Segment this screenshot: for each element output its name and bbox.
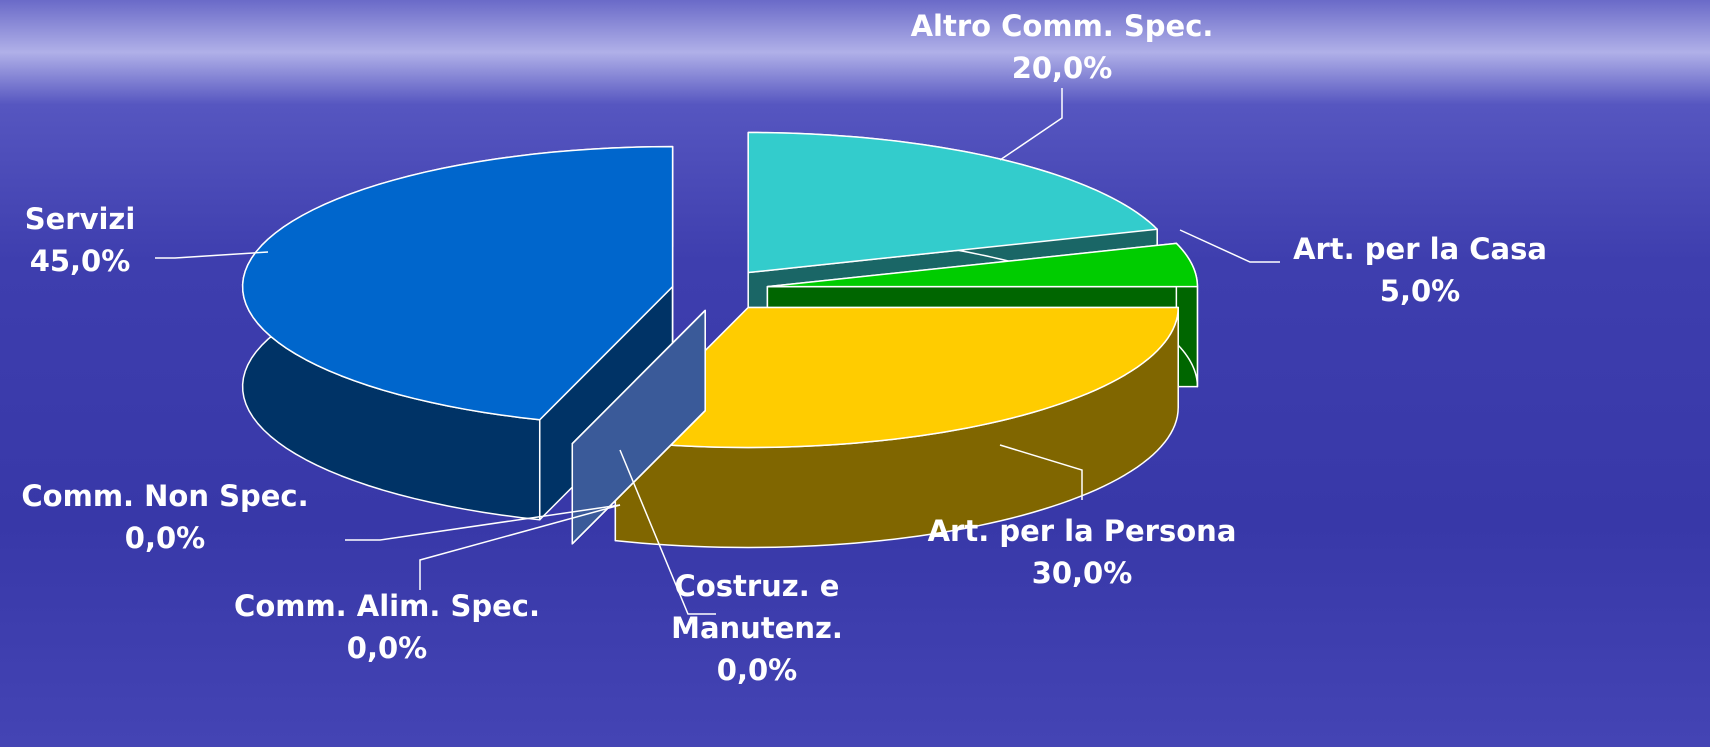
category-label: Comm. Non Spec.	[21, 479, 309, 513]
value-label: 0,0%	[716, 653, 798, 687]
value-label: 45,0%	[29, 244, 131, 278]
category-label: Art. per la Casa	[1293, 232, 1547, 266]
slice-label: Art. per la Persona 30,0%	[928, 510, 1237, 594]
value-label: 30,0%	[1031, 556, 1133, 590]
slice-top	[614, 306, 1179, 449]
category-label: Costruz. e Manutenz.	[671, 569, 843, 645]
category-label: Altro Comm. Spec.	[910, 9, 1214, 43]
value-label: 20,0%	[1011, 51, 1113, 85]
leader-line	[419, 504, 621, 590]
leader-line	[1179, 229, 1280, 263]
category-label: Comm. Alim. Spec.	[234, 589, 540, 623]
slice-wall	[571, 309, 706, 545]
slice-label: Comm. Non Spec. 0,0%	[21, 475, 308, 559]
leader-line	[999, 88, 1063, 161]
slice-label: Altro Comm. Spec. 20,0%	[911, 5, 1214, 89]
slice-top	[241, 145, 674, 421]
slice-label: Costruz. e Manutenz. 0,0%	[652, 565, 862, 691]
slice-label: Servizi 45,0%	[25, 198, 136, 282]
leader-line	[155, 251, 269, 259]
slice-label: Art. per la Casa 5,0%	[1293, 228, 1547, 312]
value-label: 5,0%	[1379, 274, 1461, 308]
leader-line	[345, 504, 621, 541]
leader-line	[999, 444, 1083, 500]
category-label: Art. per la Persona	[927, 514, 1237, 548]
value-label: 0,0%	[346, 631, 428, 665]
leader-line	[619, 449, 716, 615]
category-label: Servizi	[24, 202, 136, 236]
slice-label: Comm. Alim. Spec. 0,0%	[234, 585, 540, 669]
value-label: 0,0%	[124, 521, 206, 555]
slice-top	[766, 242, 1199, 288]
